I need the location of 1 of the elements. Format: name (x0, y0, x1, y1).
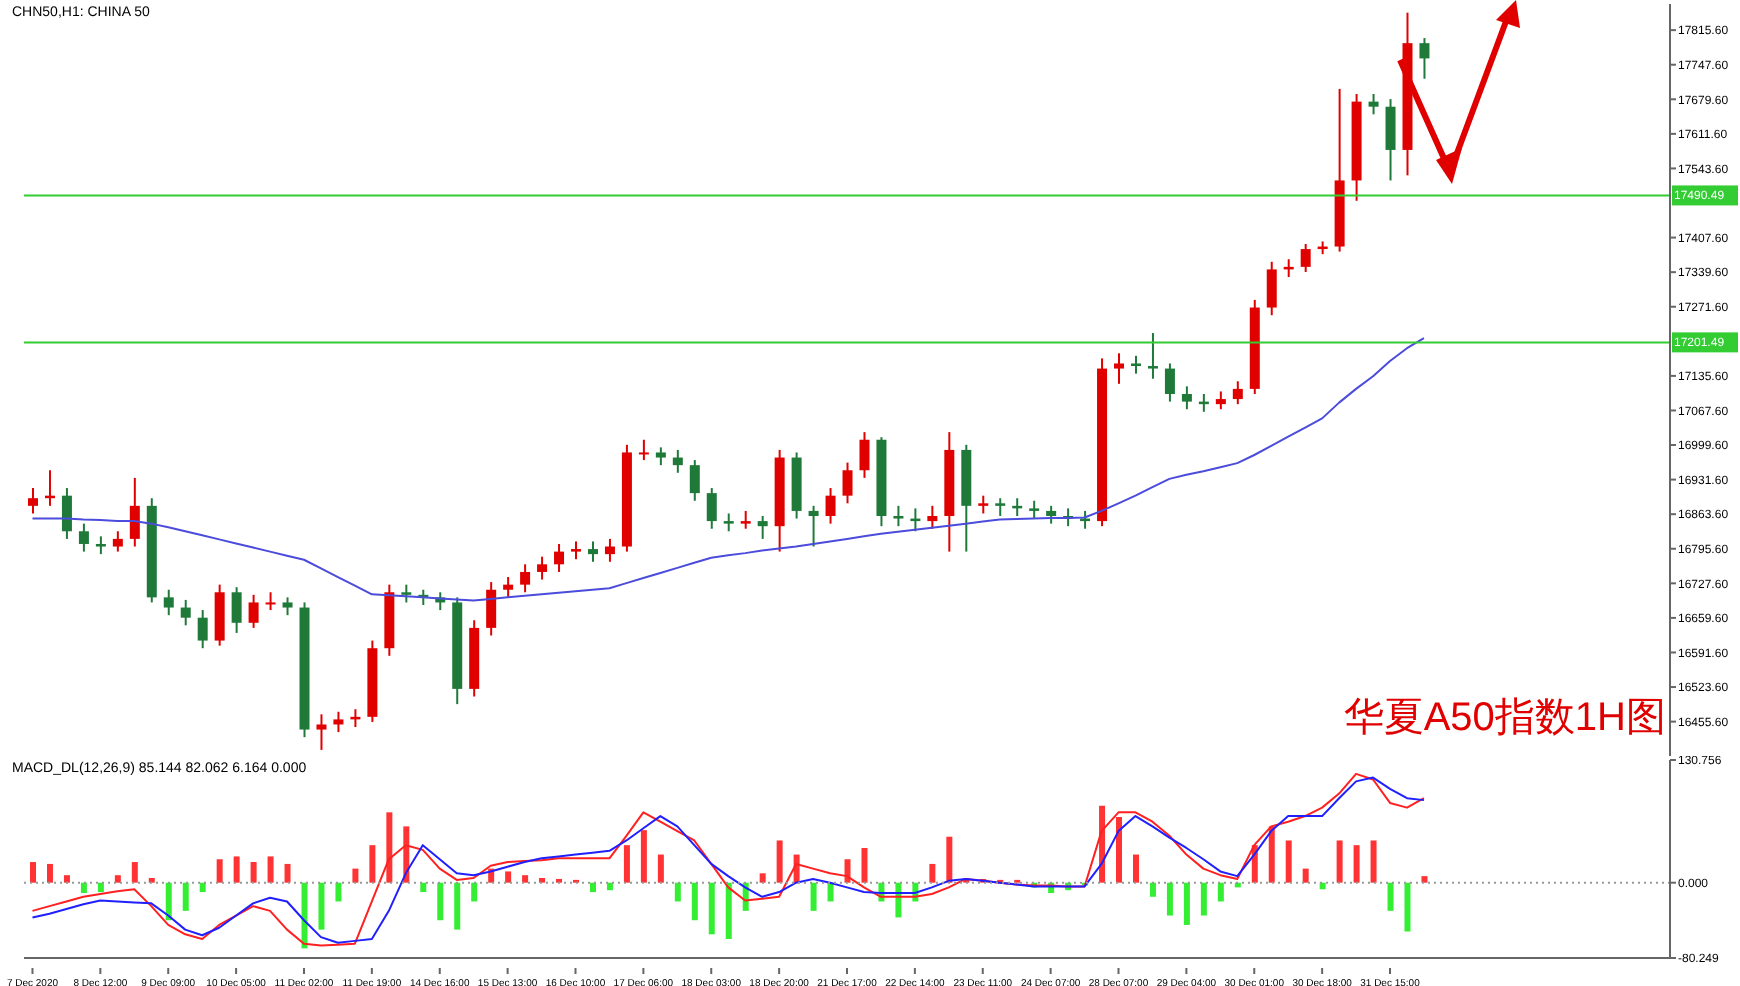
annotation: 华夏A50指数1H图 (1343, 694, 1666, 744)
